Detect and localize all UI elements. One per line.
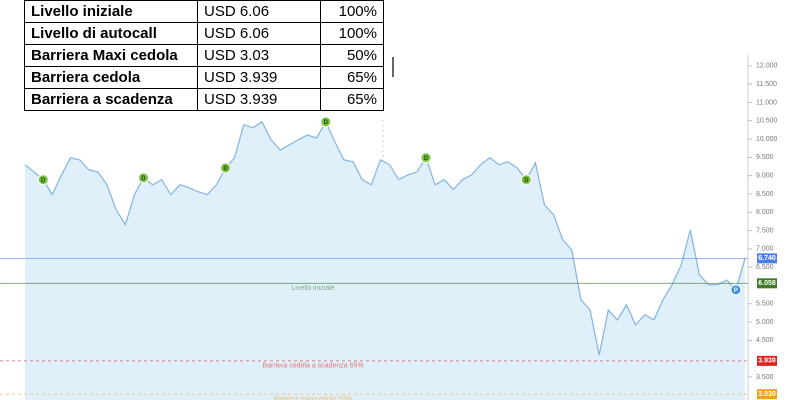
event-marker [37,174,49,186]
y-tick-label: 5.500 [756,301,774,308]
y-tick-label: 9.500 [756,154,774,161]
y-tick-label: 9.000 [756,173,774,180]
event-label: D [324,120,329,126]
price-badge [757,253,777,264]
price-badge-label: 6.740 [758,255,776,262]
event-marker [320,116,332,128]
price-badge [757,389,777,400]
area [25,121,745,400]
plot [24,120,746,400]
y-tick-label: 4.500 [756,337,774,344]
table-cell: USD 6.06 [197,22,321,45]
table-cell: 65% [320,88,384,111]
table-cell: Barriera cedola [24,66,198,89]
price-badge-label: 3.939 [758,358,776,365]
event-label: D [41,178,46,184]
y-tick-label: 7.000 [756,246,774,253]
y-tick-label: 11.000 [756,99,777,106]
price-badge-label: 3.030 [758,391,776,398]
table-cell: Barriera a scadenza [24,88,198,111]
price-badge [757,355,777,366]
table-cell: 100% [320,0,384,23]
table-cell: 50% [320,44,384,67]
table-row: Barriera a scadenza USD 3.939 65% [24,88,384,111]
table-cell: 65% [320,66,384,89]
table-cell: 100% [320,22,384,45]
y-tick-label: 12.000 [756,63,778,70]
table-cell: USD 3.939 [197,88,321,111]
event-label: P [734,288,738,294]
table-cell: Livello iniziale [24,0,198,23]
y-tick-label: 8.500 [756,191,774,198]
y-tick-label: 7.500 [756,227,774,234]
y-tick-label: 3.500 [756,374,774,381]
y-tick-label: 10.000 [756,136,778,143]
table-row: Barriera cedola USD 3.939 65% [24,66,384,89]
y-tick-label: 5.000 [756,319,774,326]
y-tick-label: 8.000 [756,209,774,216]
info-table: Livello iniziale USD 6.06 100% Livello di a… [24,0,384,111]
y-tick-label: 6.500 [756,264,774,271]
table-row: Livello di autocall USD 6.06 100% [24,22,384,45]
event-label: D [141,176,146,182]
table-cell: Livello di autocall [24,22,198,45]
table-cell: USD 6.06 [197,0,321,23]
event-marker [420,152,432,164]
y-tick-label: 11.500 [756,81,777,88]
table-row: Livello iniziale USD 6.06 100% [24,0,384,23]
y-tick-label: 10.500 [756,118,778,125]
level-name: Livello iniziale [291,285,334,292]
event-marker [137,172,149,184]
level-name: Barriera cedola a scadenza 65% [262,363,363,370]
level-name: Barriera maxicedola 50% [274,396,352,400]
price-badge [757,278,777,289]
event-marker [520,174,532,186]
table-row: Barriera Maxi cedola USD 3.03 50% [24,44,384,67]
event-label: D [424,156,429,162]
price-badge-label: 6.058 [758,280,776,287]
event-marker [220,162,232,174]
table-cell: Barriera Maxi cedola [24,44,198,67]
event-label: D [524,178,529,184]
table-cell: USD 3.939 [197,66,321,89]
event-label: D [223,166,228,172]
event-marker [730,284,742,296]
table-cell: USD 3.03 [197,44,321,67]
